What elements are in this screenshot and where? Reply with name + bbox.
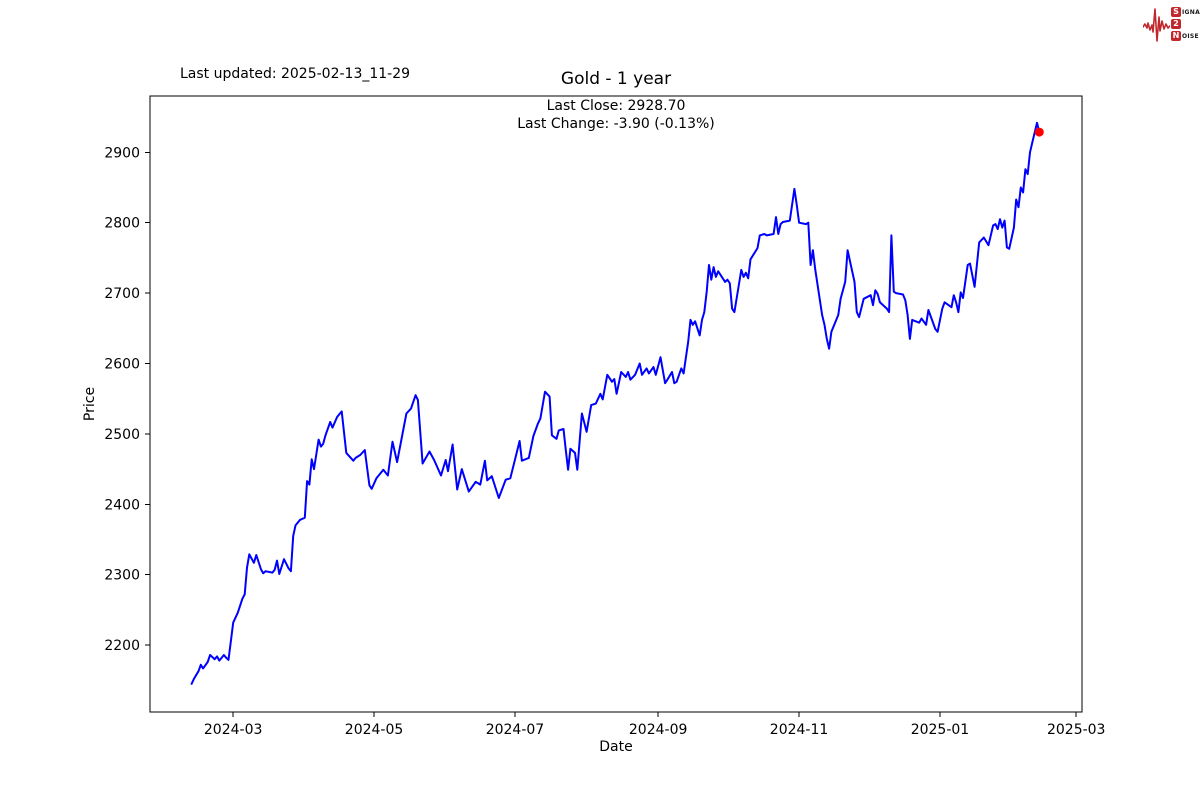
- x-tick-label: 2024-09: [629, 722, 688, 738]
- plot-border: [149, 95, 1083, 713]
- signal2noise-logo: S IGNAL 2 N OISE: [1143, 3, 1200, 45]
- last-updated-text: Last updated: 2025-02-13_11-29: [180, 66, 411, 82]
- logo-box-2: 2: [1171, 19, 1181, 29]
- x-tick-label: 2025-03: [1047, 722, 1106, 738]
- chart-title: Gold - 1 year: [560, 69, 672, 89]
- last-change-text: Last Change: -3.90 (-0.13%): [517, 116, 715, 132]
- y-tick-label: 2300: [104, 568, 140, 584]
- y-tick-label: 2500: [104, 427, 140, 443]
- price-series-line: [190, 121, 1041, 685]
- x-tick-label: 2024-07: [486, 722, 545, 738]
- logo-word-oise: OISE: [1182, 32, 1199, 40]
- waveform-icon: [1143, 8, 1170, 42]
- y-tick-label: 2700: [104, 286, 140, 302]
- last-price-marker: [1034, 127, 1044, 137]
- x-tick-label: 2024-03: [204, 722, 263, 738]
- logo-box-n: N: [1171, 31, 1181, 41]
- logo-text: S IGNAL 2 N OISE: [1171, 7, 1200, 42]
- y-tick-label: 2200: [104, 638, 140, 654]
- y-tick-label: 2600: [104, 357, 140, 373]
- x-axis-label: Date: [599, 739, 633, 755]
- y-tick-label: 2900: [104, 145, 140, 161]
- y-tick-label: 2400: [104, 497, 140, 513]
- x-tick-label: 2024-05: [345, 722, 404, 738]
- last-close-text: Last Close: 2928.70: [546, 98, 686, 114]
- logo-box-s: S: [1171, 7, 1181, 17]
- x-tick-label: 2024-11: [770, 722, 829, 738]
- y-tick-label: 2800: [104, 216, 140, 232]
- x-tick-label: 2025-01: [911, 722, 970, 738]
- logo-word-ignal: IGNAL: [1182, 8, 1200, 16]
